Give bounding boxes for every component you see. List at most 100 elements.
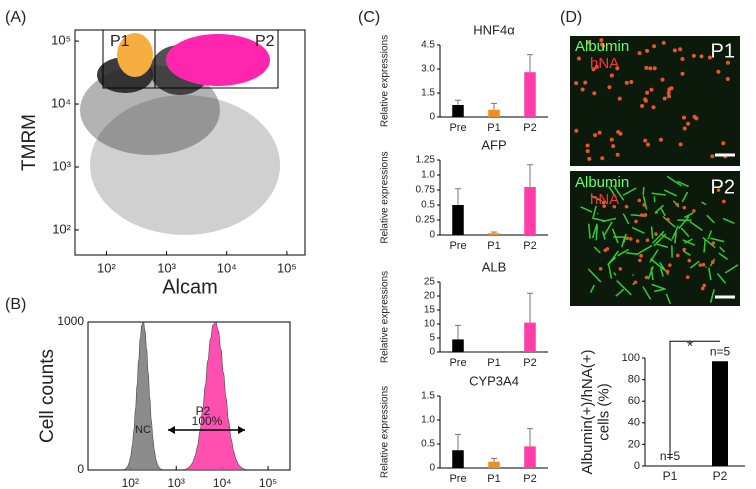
bar — [488, 233, 500, 235]
y-tick-label: 0 — [429, 347, 435, 358]
fiber — [631, 226, 645, 234]
n-label: n=5 — [710, 344, 731, 358]
cell-dot — [687, 258, 692, 263]
fiber — [622, 213, 630, 225]
cell-dot — [594, 64, 599, 69]
fiber — [659, 268, 664, 277]
cloud — [90, 95, 280, 235]
fiber — [608, 185, 617, 198]
fiber — [722, 217, 735, 225]
x-tick-label: P2 — [523, 473, 536, 485]
fiber — [707, 230, 713, 240]
y-axis-label: Albumin(+)/hNA(+) — [579, 349, 596, 474]
gate-cloud — [117, 33, 153, 77]
fiber — [681, 191, 689, 203]
bar — [452, 339, 464, 352]
x-tick-label: P1 — [663, 469, 678, 483]
y-tick-label: 10⁵ — [51, 33, 71, 48]
fiber — [611, 228, 619, 244]
error-bar — [455, 188, 461, 205]
gate-label: P2 — [255, 33, 275, 50]
cell-dot — [665, 269, 670, 274]
x-tick-label: 10³ — [168, 476, 185, 489]
cell-dot — [682, 126, 687, 131]
y-tick-label: 100 — [622, 352, 640, 364]
error-bar — [455, 324, 461, 340]
x-axis-label: Alcam — [162, 276, 218, 298]
cell-dot — [601, 200, 606, 205]
fiber — [665, 293, 672, 305]
fiber — [590, 195, 602, 202]
x-tick-label: P1 — [487, 357, 500, 369]
fiber — [615, 288, 625, 297]
fiber — [642, 195, 648, 210]
histogram-curve — [123, 321, 163, 471]
y-tick-label: 0.25 — [416, 215, 436, 226]
fiber — [678, 215, 690, 230]
error-bar — [491, 231, 497, 234]
cell-dot — [725, 60, 730, 65]
cell-dot — [644, 275, 649, 280]
significance-bracket — [669, 340, 720, 460]
bar — [524, 322, 536, 352]
gate-cloud — [166, 34, 270, 86]
error-bar — [491, 457, 497, 462]
fiber — [708, 267, 712, 281]
cell-dot — [640, 213, 644, 217]
y-tick-label: 1000 — [57, 314, 84, 328]
cell-dot — [617, 96, 622, 101]
y-tick-label: 80 — [628, 374, 640, 386]
fiber — [591, 223, 598, 239]
cell-dot — [672, 48, 677, 53]
cell-dot — [585, 149, 590, 154]
error-bar — [491, 102, 497, 110]
fiber — [654, 288, 666, 293]
gate-label: P1 — [110, 33, 130, 50]
fiber — [680, 227, 690, 238]
y-tick-label: 0 — [77, 462, 84, 476]
cell-dot — [602, 204, 606, 208]
fiber — [580, 206, 593, 213]
fiber — [591, 205, 597, 220]
error-bar — [455, 433, 461, 451]
cell-dot — [722, 199, 726, 204]
fiber — [674, 232, 677, 244]
cell-dot — [646, 142, 651, 147]
fiber — [724, 264, 739, 274]
y-axis-label: Relative expressions — [380, 151, 391, 243]
cell-dot — [592, 91, 597, 96]
chart-title: ALB — [482, 259, 507, 274]
cell-dot — [658, 137, 663, 142]
image-title: P2 — [711, 176, 735, 198]
y-tick-label: 10⁴ — [51, 95, 71, 110]
cell-dot — [681, 115, 686, 120]
cell-dot — [669, 86, 674, 91]
cell-dot — [607, 85, 612, 90]
x-tick-label: 10⁵ — [277, 260, 297, 275]
cell-dot — [615, 66, 620, 71]
bar — [452, 105, 464, 117]
cell-dot — [699, 54, 704, 59]
y-axis-label: Relative expressions — [380, 35, 391, 127]
image-label: Albumin — [575, 38, 629, 55]
cell-dot — [587, 156, 592, 161]
series-label: P2 — [196, 404, 211, 418]
x-tick-label: 10² — [97, 260, 116, 275]
y-tick-label: 1.25 — [416, 155, 436, 166]
fiber — [701, 201, 707, 206]
cell-dot — [643, 213, 648, 217]
cell-dot — [692, 209, 696, 213]
x-tick-label: 10⁴ — [217, 260, 237, 275]
fiber — [689, 221, 703, 231]
cell-dot — [666, 94, 671, 99]
x-tick-label: P2 — [523, 240, 536, 252]
fiber — [625, 252, 639, 256]
error-bar — [527, 54, 533, 73]
fiber — [662, 215, 676, 228]
cell-dot — [645, 238, 650, 242]
fiber — [677, 180, 689, 188]
cell-dot — [682, 205, 687, 210]
cell-dot — [707, 55, 712, 60]
cell-dot — [609, 137, 614, 142]
fiber — [702, 236, 716, 249]
